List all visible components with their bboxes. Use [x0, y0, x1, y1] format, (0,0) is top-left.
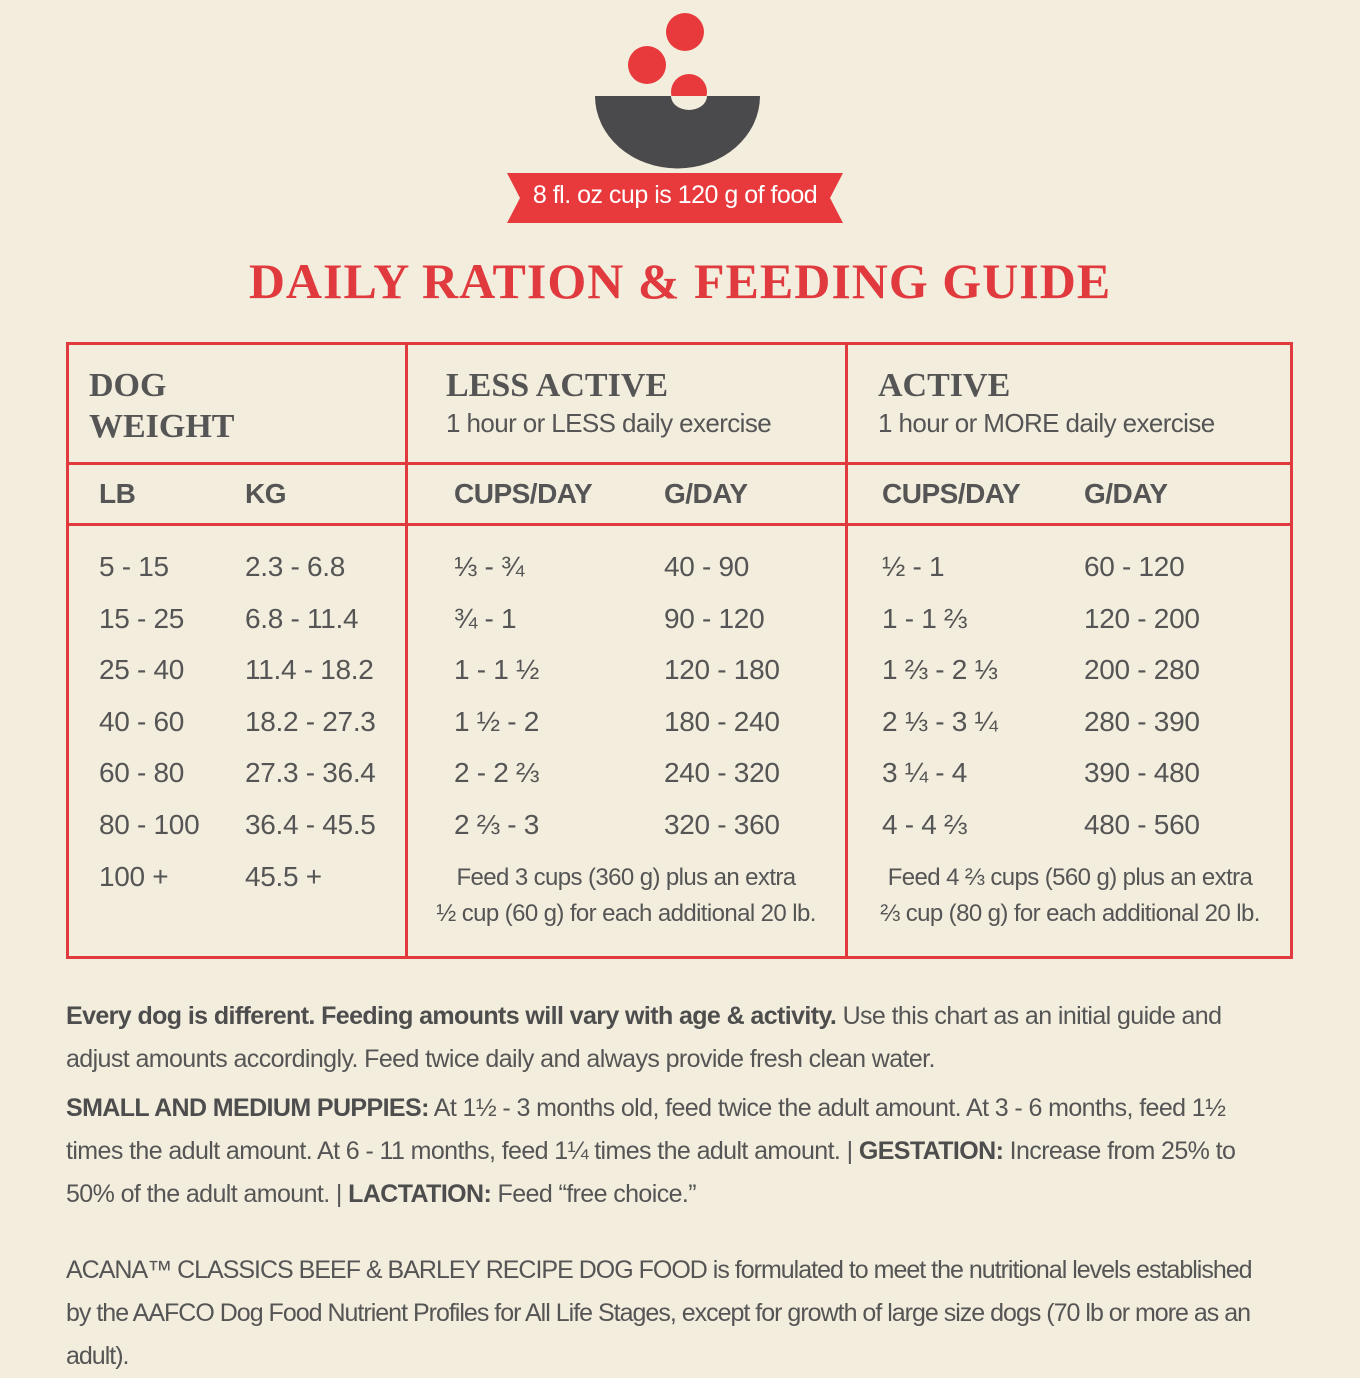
footer-text: ACANA™ CLASSICS BEEF & BARLEY RECIPE DOG… — [66, 1256, 1253, 1370]
table-cell: 390 - 480 — [1084, 757, 1200, 789]
table-cell: 11.4 - 18.2 — [245, 654, 374, 686]
paragraph: Every dog is different. Feeding amounts … — [66, 995, 1281, 1081]
column-header: LB — [99, 478, 136, 509]
table-cell: 5 - 15 — [99, 551, 169, 582]
divider — [69, 523, 1290, 526]
table-cell: 4 - 4 ⅔ — [882, 809, 968, 840]
table-cell: ¾ - 1 — [454, 602, 517, 634]
table-cell: 6.8 - 11.4 — [245, 602, 359, 634]
group-title: ACTIVE — [878, 367, 1011, 404]
table-cell: 480 - 560 — [1084, 809, 1200, 840]
table-cell: 3 ¼ - 4 — [882, 757, 968, 789]
column-header: CUPS/DAY — [454, 478, 593, 509]
table-cell: 27.3 - 36.4 — [245, 757, 376, 789]
table-cell: 1 ½ - 2 — [454, 705, 540, 737]
divider — [845, 345, 848, 956]
table-cell: 80 - 100 — [99, 809, 200, 840]
group-title: LESS ACTIVE — [446, 367, 669, 404]
table-cell: ½ - 1 — [882, 551, 945, 582]
table-cell: 120 - 180 — [664, 654, 780, 686]
divider — [405, 345, 408, 956]
bowl-illustration — [507, 13, 843, 223]
text: At 1½ - 3 months old, feed twice the adu… — [66, 1094, 1226, 1165]
table-cell: 18.2 - 27.3 — [245, 705, 376, 737]
group-subtitle: 1 hour or LESS daily exercise — [446, 408, 772, 438]
column-header: CUPS/DAY — [882, 478, 1021, 509]
bold-text: SMALL AND MEDIUM PUPPIES: — [66, 1094, 429, 1122]
table-note: ½ cup (60 g) for each additional 20 lb. — [436, 900, 816, 927]
table-cell: 36.4 - 45.5 — [245, 809, 376, 840]
table-cell: 40 - 60 — [99, 705, 185, 737]
banner-text: 8 fl. oz cup is 120 g of food — [532, 181, 818, 209]
text: Increase from 25% to 50% of the adult am… — [66, 1137, 1236, 1208]
table-cell: ⅓ - ¾ — [454, 551, 525, 582]
table-cell: 60 - 120 — [1084, 551, 1185, 582]
table-cell: 1 - 1 ⅔ — [882, 602, 968, 634]
group-subtitle: 1 hour or MORE daily exercise — [878, 408, 1215, 438]
divider — [69, 462, 1290, 465]
group-title: DOG WEIGHT — [89, 367, 235, 445]
table-cell: 2.3 - 6.8 — [245, 551, 346, 582]
title: DAILY RATION & FEEDING GUIDE — [248, 253, 1112, 309]
table-cell: 1 ⅔ - 2 ⅓ — [882, 654, 998, 686]
bold-text: Every dog is different. Feeding amounts … — [66, 1002, 837, 1030]
table-cell: 200 - 280 — [1084, 654, 1200, 686]
column-header: G/DAY — [664, 478, 748, 509]
table-cell: 2 - 2 ⅔ — [454, 757, 540, 789]
table-note: ⅔ cup (80 g) for each additional 20 lb. — [880, 900, 1260, 927]
table-cell: 60 - 80 — [99, 757, 185, 789]
paragraph: SMALL AND MEDIUM PUPPIES: At 1½ - 3 mont… — [66, 1087, 1281, 1216]
table-cell: 2 ⅔ - 3 — [454, 809, 540, 840]
table-cell: 45.5 + — [245, 860, 322, 892]
table-cell: 180 - 240 — [664, 705, 780, 737]
table-cell: 120 - 200 — [1084, 602, 1200, 634]
feeding-table: DOG WEIGHT LESS ACTIVE 1 hour or LESS dail… — [66, 342, 1293, 959]
column-header: G/DAY — [1084, 478, 1168, 509]
bold-text: GESTATION: — [858, 1137, 1004, 1165]
table-cell: 40 - 90 — [664, 551, 750, 582]
table-cell: 90 - 120 — [664, 602, 765, 634]
table-cell: 320 - 360 — [664, 809, 780, 840]
table-cell: 240 - 320 — [664, 757, 780, 789]
table-cell: 100 + — [99, 860, 169, 892]
text: Use this chart as an initial guide and a… — [66, 1002, 1222, 1073]
table-cell: 2 ⅓ - 3 ¼ — [882, 705, 998, 737]
table-cell: 15 - 25 — [99, 602, 185, 634]
text: Feed “free choice.” — [491, 1180, 697, 1208]
table-cell: 280 - 390 — [1084, 705, 1200, 737]
table-cell: 1 - 1 ½ — [454, 654, 540, 686]
column-header: KG — [245, 478, 287, 509]
table-cell: 25 - 40 — [99, 654, 185, 686]
table-note: Feed 3 cups (360 g) plus an extra — [456, 864, 796, 891]
bold-text: LACTATION: — [348, 1180, 492, 1208]
table-note: Feed 4 ⅔ cups (560 g) plus an extra — [887, 864, 1253, 891]
